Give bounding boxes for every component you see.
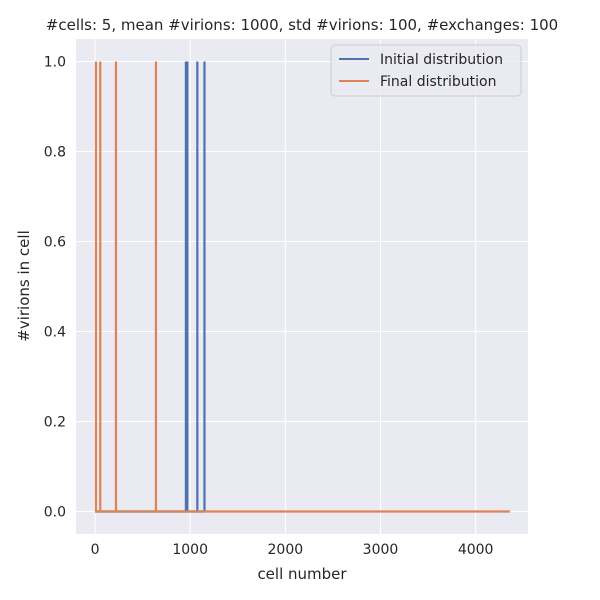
legend: Initial distribution Final distribution	[330, 44, 522, 97]
x-tick-label: 1000	[172, 542, 208, 558]
x-tick-label: 4000	[458, 542, 494, 558]
legend-label-initial: Initial distribution	[380, 52, 503, 68]
y-tick-label: 0.4	[44, 325, 66, 341]
y-tick-label: 0.8	[44, 145, 66, 161]
tick-labels: 0 1000 2000 3000 4000 0.0 0.2 0.4 0.6 0.8 1.0	[44, 55, 494, 559]
x-axis-label: cell number	[257, 565, 347, 583]
series-line-final	[94, 61, 510, 513]
y-tick-label: 0.0	[44, 505, 66, 521]
legend-label-final: Final distribution	[380, 74, 497, 90]
x-tick-label: 0	[91, 542, 100, 558]
y-tick-label: 0.2	[44, 415, 66, 431]
y-tick-label: 0.6	[44, 235, 66, 251]
x-tick-label: 2000	[268, 542, 304, 558]
series-layer	[94, 61, 510, 513]
y-tick-label: 1.0	[44, 55, 66, 71]
y-axis-label: #virions in cell	[15, 230, 33, 341]
legend-box	[330, 44, 522, 97]
x-tick-label: 3000	[363, 542, 399, 558]
plot-area	[76, 39, 528, 534]
chart-title: #cells: 5, mean #virions: 1000, std #vir…	[46, 16, 558, 34]
